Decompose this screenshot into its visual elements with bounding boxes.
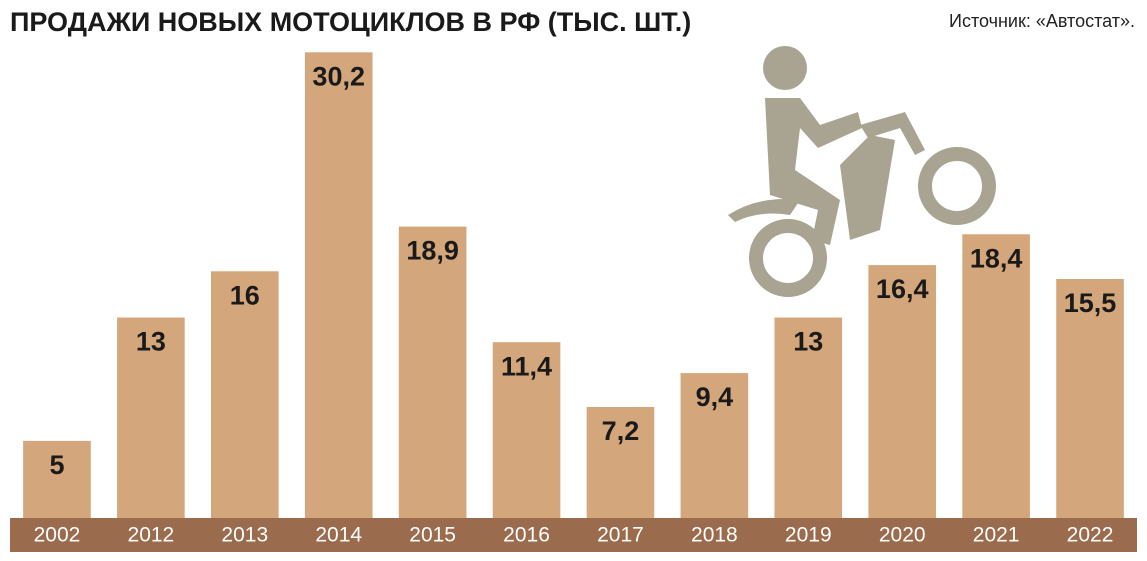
- x-tick-label: 2022: [1067, 524, 1114, 547]
- value-label: 30,2: [312, 61, 365, 91]
- bar: [304, 52, 373, 519]
- bar: [586, 406, 655, 518]
- x-tick-label: 2016: [503, 524, 550, 547]
- bar: [1056, 279, 1124, 518]
- x-tick-label: 2014: [315, 524, 362, 547]
- value-label: 13: [793, 327, 823, 357]
- x-tick-label: 2013: [221, 524, 268, 547]
- value-label: 16,4: [876, 274, 929, 304]
- value-label: 13: [136, 327, 166, 357]
- x-tick-label: 2020: [879, 524, 926, 547]
- bar: [210, 271, 279, 518]
- bar: [117, 317, 185, 518]
- x-tick-label: 2018: [691, 524, 738, 547]
- x-tick-label: 2012: [128, 524, 175, 547]
- bar: [680, 373, 749, 518]
- value-label: 5: [49, 450, 64, 480]
- value-label: 18,9: [406, 236, 459, 266]
- bar: [962, 234, 1030, 518]
- value-label: 11,4: [501, 351, 552, 381]
- value-label: 15,5: [1064, 288, 1117, 318]
- source: Источник: «Автостат».: [949, 11, 1135, 31]
- chart-title: ПРОДАЖИ НОВЫХ МОТОЦИКЛОВ В РФ (ТЫС. ШТ.): [10, 7, 691, 37]
- bar: [23, 440, 91, 518]
- axis-band: [10, 518, 1137, 552]
- bar: [774, 317, 843, 518]
- x-tick-label: 2002: [34, 524, 81, 547]
- bar: [868, 265, 937, 518]
- bar: [398, 226, 467, 518]
- x-tick-label: 2015: [409, 524, 456, 547]
- value-label: 16: [230, 280, 260, 310]
- x-tick-label: 2017: [597, 524, 644, 547]
- value-label: 18,4: [970, 243, 1023, 273]
- value-label: 9,4: [696, 382, 734, 412]
- x-tick-label: 2019: [785, 524, 832, 547]
- x-tick-label: 2021: [973, 524, 1020, 547]
- value-label: 7,2: [602, 416, 640, 446]
- motorcycle-icon: [728, 46, 996, 297]
- bar: [492, 342, 561, 518]
